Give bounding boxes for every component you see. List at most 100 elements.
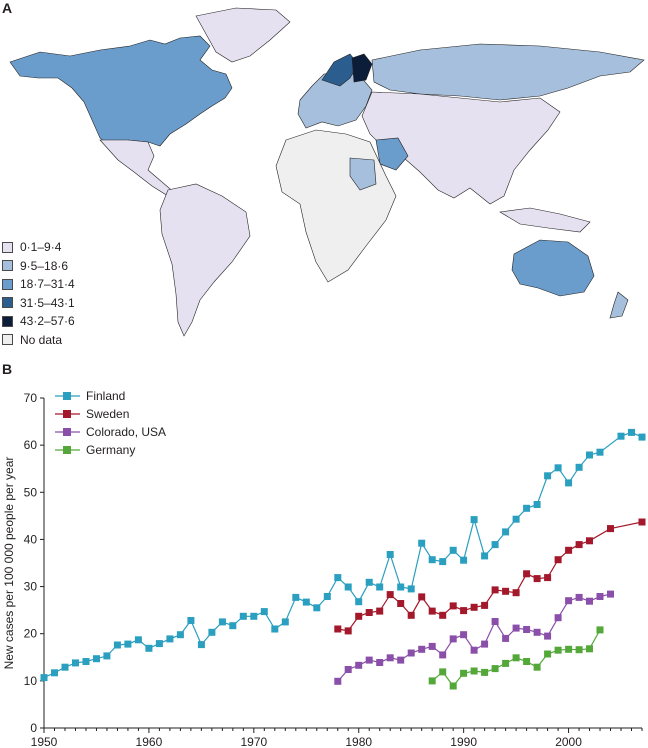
data-point	[397, 583, 405, 591]
data-point	[386, 654, 394, 662]
panel-a-label: A	[2, 0, 13, 16]
data-point	[460, 607, 468, 615]
data-point	[481, 601, 489, 609]
data-point	[575, 541, 583, 549]
y-tick-label: 40	[24, 532, 38, 546]
data-point	[586, 597, 593, 605]
data-point	[428, 677, 436, 685]
data-point	[586, 451, 593, 459]
data-point	[628, 428, 635, 436]
legend-label: Colorado, USA	[86, 425, 166, 439]
data-point	[638, 518, 646, 526]
data-point	[481, 640, 489, 648]
data-point	[439, 668, 447, 676]
map-region-sudan	[349, 157, 377, 191]
data-point	[491, 618, 499, 625]
data-point	[565, 645, 573, 653]
data-point	[512, 515, 520, 523]
series-line-finland	[43, 431, 643, 679]
data-point	[208, 628, 216, 636]
data-point	[523, 504, 531, 512]
map-legend-label: No data	[20, 332, 63, 347]
data-point	[596, 593, 604, 600]
data-point	[229, 622, 237, 630]
world-map: 0·1–9·4 9·5–18·6 18·7–31·4 31·5–43·1 43·…	[0, 0, 648, 350]
data-point	[418, 539, 426, 547]
legend-swatch	[2, 315, 13, 327]
data-point	[376, 607, 384, 615]
data-point	[491, 665, 499, 673]
map-region-greenland	[195, 7, 291, 63]
data-point	[239, 612, 247, 620]
map-region-southeast-asia	[499, 207, 591, 233]
legend-marker	[63, 392, 71, 400]
data-point	[218, 618, 226, 626]
map-region-australia	[511, 239, 595, 297]
legend-label: Germany	[86, 443, 135, 457]
data-point	[481, 668, 489, 676]
map-region-saudi-arabia	[375, 137, 409, 171]
data-point	[407, 611, 415, 619]
data-point	[155, 640, 163, 648]
data-point	[376, 659, 384, 666]
data-point	[533, 575, 541, 583]
data-point	[355, 612, 363, 620]
data-point	[586, 645, 593, 653]
data-point	[397, 656, 405, 664]
data-point	[260, 608, 268, 616]
data-point	[428, 556, 436, 564]
data-point	[533, 663, 541, 671]
data-point	[554, 646, 562, 654]
data-point	[281, 618, 289, 626]
data-point	[376, 583, 384, 591]
data-point	[565, 597, 573, 605]
x-tick-label: 1960	[136, 735, 163, 748]
data-point	[386, 591, 394, 599]
data-point	[607, 590, 614, 598]
legend-swatch	[2, 260, 13, 272]
data-point	[523, 570, 531, 578]
legend-swatch	[2, 278, 13, 290]
map-region-south-america	[159, 183, 251, 337]
data-point	[470, 603, 478, 611]
data-point	[103, 652, 111, 660]
data-point	[428, 642, 436, 650]
data-point	[145, 644, 153, 652]
data-point	[365, 609, 373, 616]
map-legend: 0·1–9·4 9·5–18·6 18·7–31·4 31·5–43·1 43·…	[2, 238, 75, 349]
data-point	[323, 593, 331, 600]
data-point	[365, 656, 373, 664]
data-point	[533, 501, 541, 508]
data-point	[124, 640, 132, 648]
y-axis-label: New cases per 100 000 people per year	[2, 457, 16, 670]
data-point	[187, 617, 195, 624]
data-point	[512, 624, 520, 632]
data-point	[355, 598, 363, 606]
data-point	[502, 659, 510, 667]
data-point	[449, 682, 457, 690]
map-legend-item: 0·1–9·4	[2, 238, 75, 257]
map-region-russia	[371, 43, 645, 101]
data-point	[365, 578, 373, 586]
map-legend-item: 18·7–31·4	[2, 275, 75, 294]
data-point	[397, 600, 405, 607]
data-point	[334, 574, 342, 582]
x-tick-label: 1970	[240, 735, 267, 748]
data-point	[502, 634, 510, 642]
data-point	[607, 525, 614, 533]
data-point	[544, 472, 552, 480]
y-tick-label: 30	[24, 580, 38, 594]
y-tick-label: 60	[24, 438, 38, 452]
data-point	[166, 635, 174, 643]
data-point	[51, 669, 58, 677]
data-point	[617, 432, 625, 440]
data-point	[470, 516, 478, 524]
y-tick-label: 20	[24, 627, 38, 641]
data-point	[512, 654, 520, 662]
data-point	[93, 655, 100, 663]
data-point	[334, 625, 342, 633]
world-map-svg	[9, 7, 645, 337]
data-point	[355, 661, 363, 669]
data-point	[386, 551, 394, 558]
